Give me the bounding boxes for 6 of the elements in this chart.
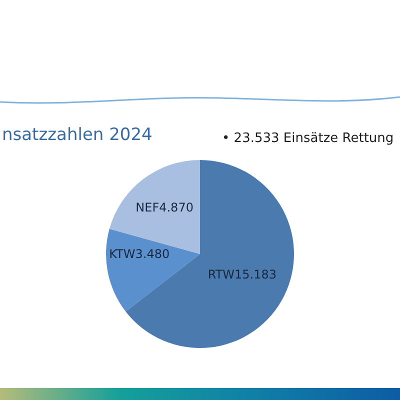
slice-label: NEF4.870 <box>136 200 194 214</box>
pie-slice <box>106 228 200 312</box>
slice-label: RTW15.183 <box>208 268 277 282</box>
text: • 23.533 Einsätze Rettung <box>222 131 394 146</box>
slice-label: KTW3.480 <box>109 247 170 261</box>
chart-title: nsatzzahlen 2024 <box>2 124 152 145</box>
